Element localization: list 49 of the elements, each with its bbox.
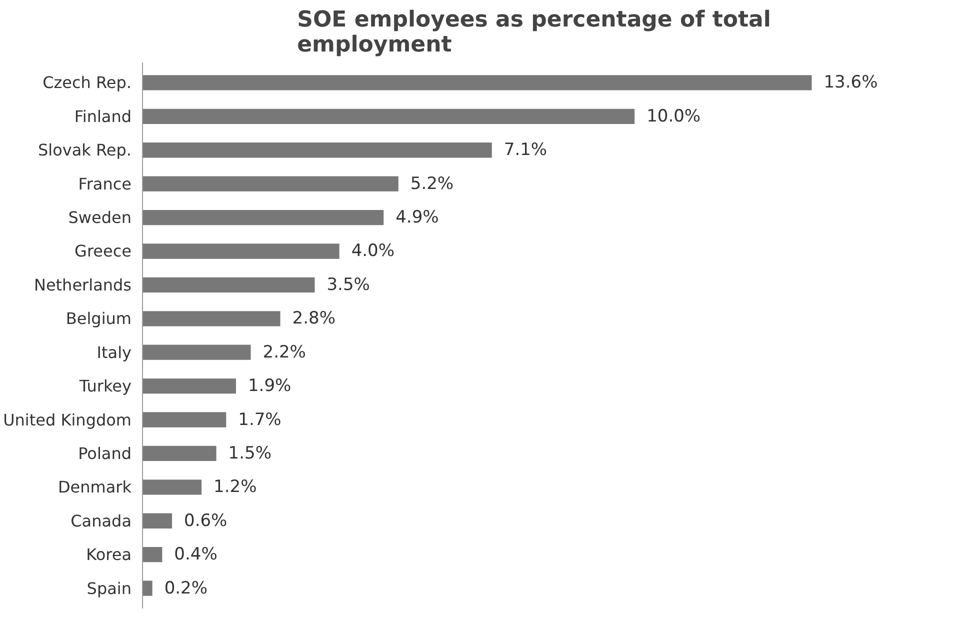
data-label: 5.2%	[410, 174, 454, 194]
y-tick-label: United Kingdom	[3, 410, 132, 430]
data-label: 3.5%	[326, 274, 370, 295]
y-tick-label: Czech Rep.	[42, 73, 132, 92]
bar	[142, 108, 635, 124]
bar	[142, 311, 280, 326]
y-tick-label: Slovak Rep.	[38, 140, 132, 160]
data-label: 1.2%	[214, 477, 257, 498]
y-tick-label: Spain	[86, 578, 132, 598]
bar	[142, 75, 812, 90]
y-tick-label: Netherlands	[34, 275, 132, 294]
bar	[142, 378, 236, 394]
data-label: 4.9%	[396, 208, 439, 228]
data-label: 0.4%	[174, 544, 218, 565]
data-label: 2.8%	[292, 308, 336, 329]
bar	[142, 277, 315, 293]
y-tick-label: Belgium	[66, 309, 132, 328]
data-label: 13.6%	[824, 72, 878, 93]
data-label: 1.5%	[228, 443, 272, 464]
bar	[142, 176, 398, 192]
bar	[142, 412, 226, 428]
chart-title: SOE employees as percentage of total employment	[297, 8, 771, 58]
y-tick-label: Canada	[70, 511, 132, 530]
y-tick-label: Korea	[86, 545, 132, 564]
data-label: 0.6%	[184, 510, 228, 531]
y-tick-label: Poland	[78, 444, 132, 463]
bar	[142, 580, 152, 596]
bar	[142, 142, 492, 158]
data-label: 1.9%	[248, 376, 292, 396]
y-tick-label: Sweden	[68, 208, 132, 228]
y-tick-label: Denmark	[58, 478, 132, 497]
bar	[142, 344, 251, 360]
data-label: 1.7%	[238, 410, 282, 430]
bar	[142, 513, 172, 528]
y-tick-label: Finland	[74, 106, 132, 126]
y-tick-label: Turkey	[78, 376, 132, 396]
y-tick-label: Italy	[96, 342, 132, 362]
y-tick-label: Greece	[74, 242, 132, 261]
data-label: 0.2%	[164, 578, 208, 598]
bar	[142, 546, 162, 562]
data-label: 10.0%	[646, 106, 701, 126]
data-label: 7.1%	[504, 140, 548, 160]
y-tick-label: France	[78, 174, 132, 194]
bar	[142, 446, 216, 462]
bar	[142, 480, 202, 495]
data-label: 2.2%	[262, 342, 306, 362]
bar	[142, 210, 384, 226]
bar	[142, 244, 340, 259]
data-label: 4.0%	[351, 241, 395, 262]
